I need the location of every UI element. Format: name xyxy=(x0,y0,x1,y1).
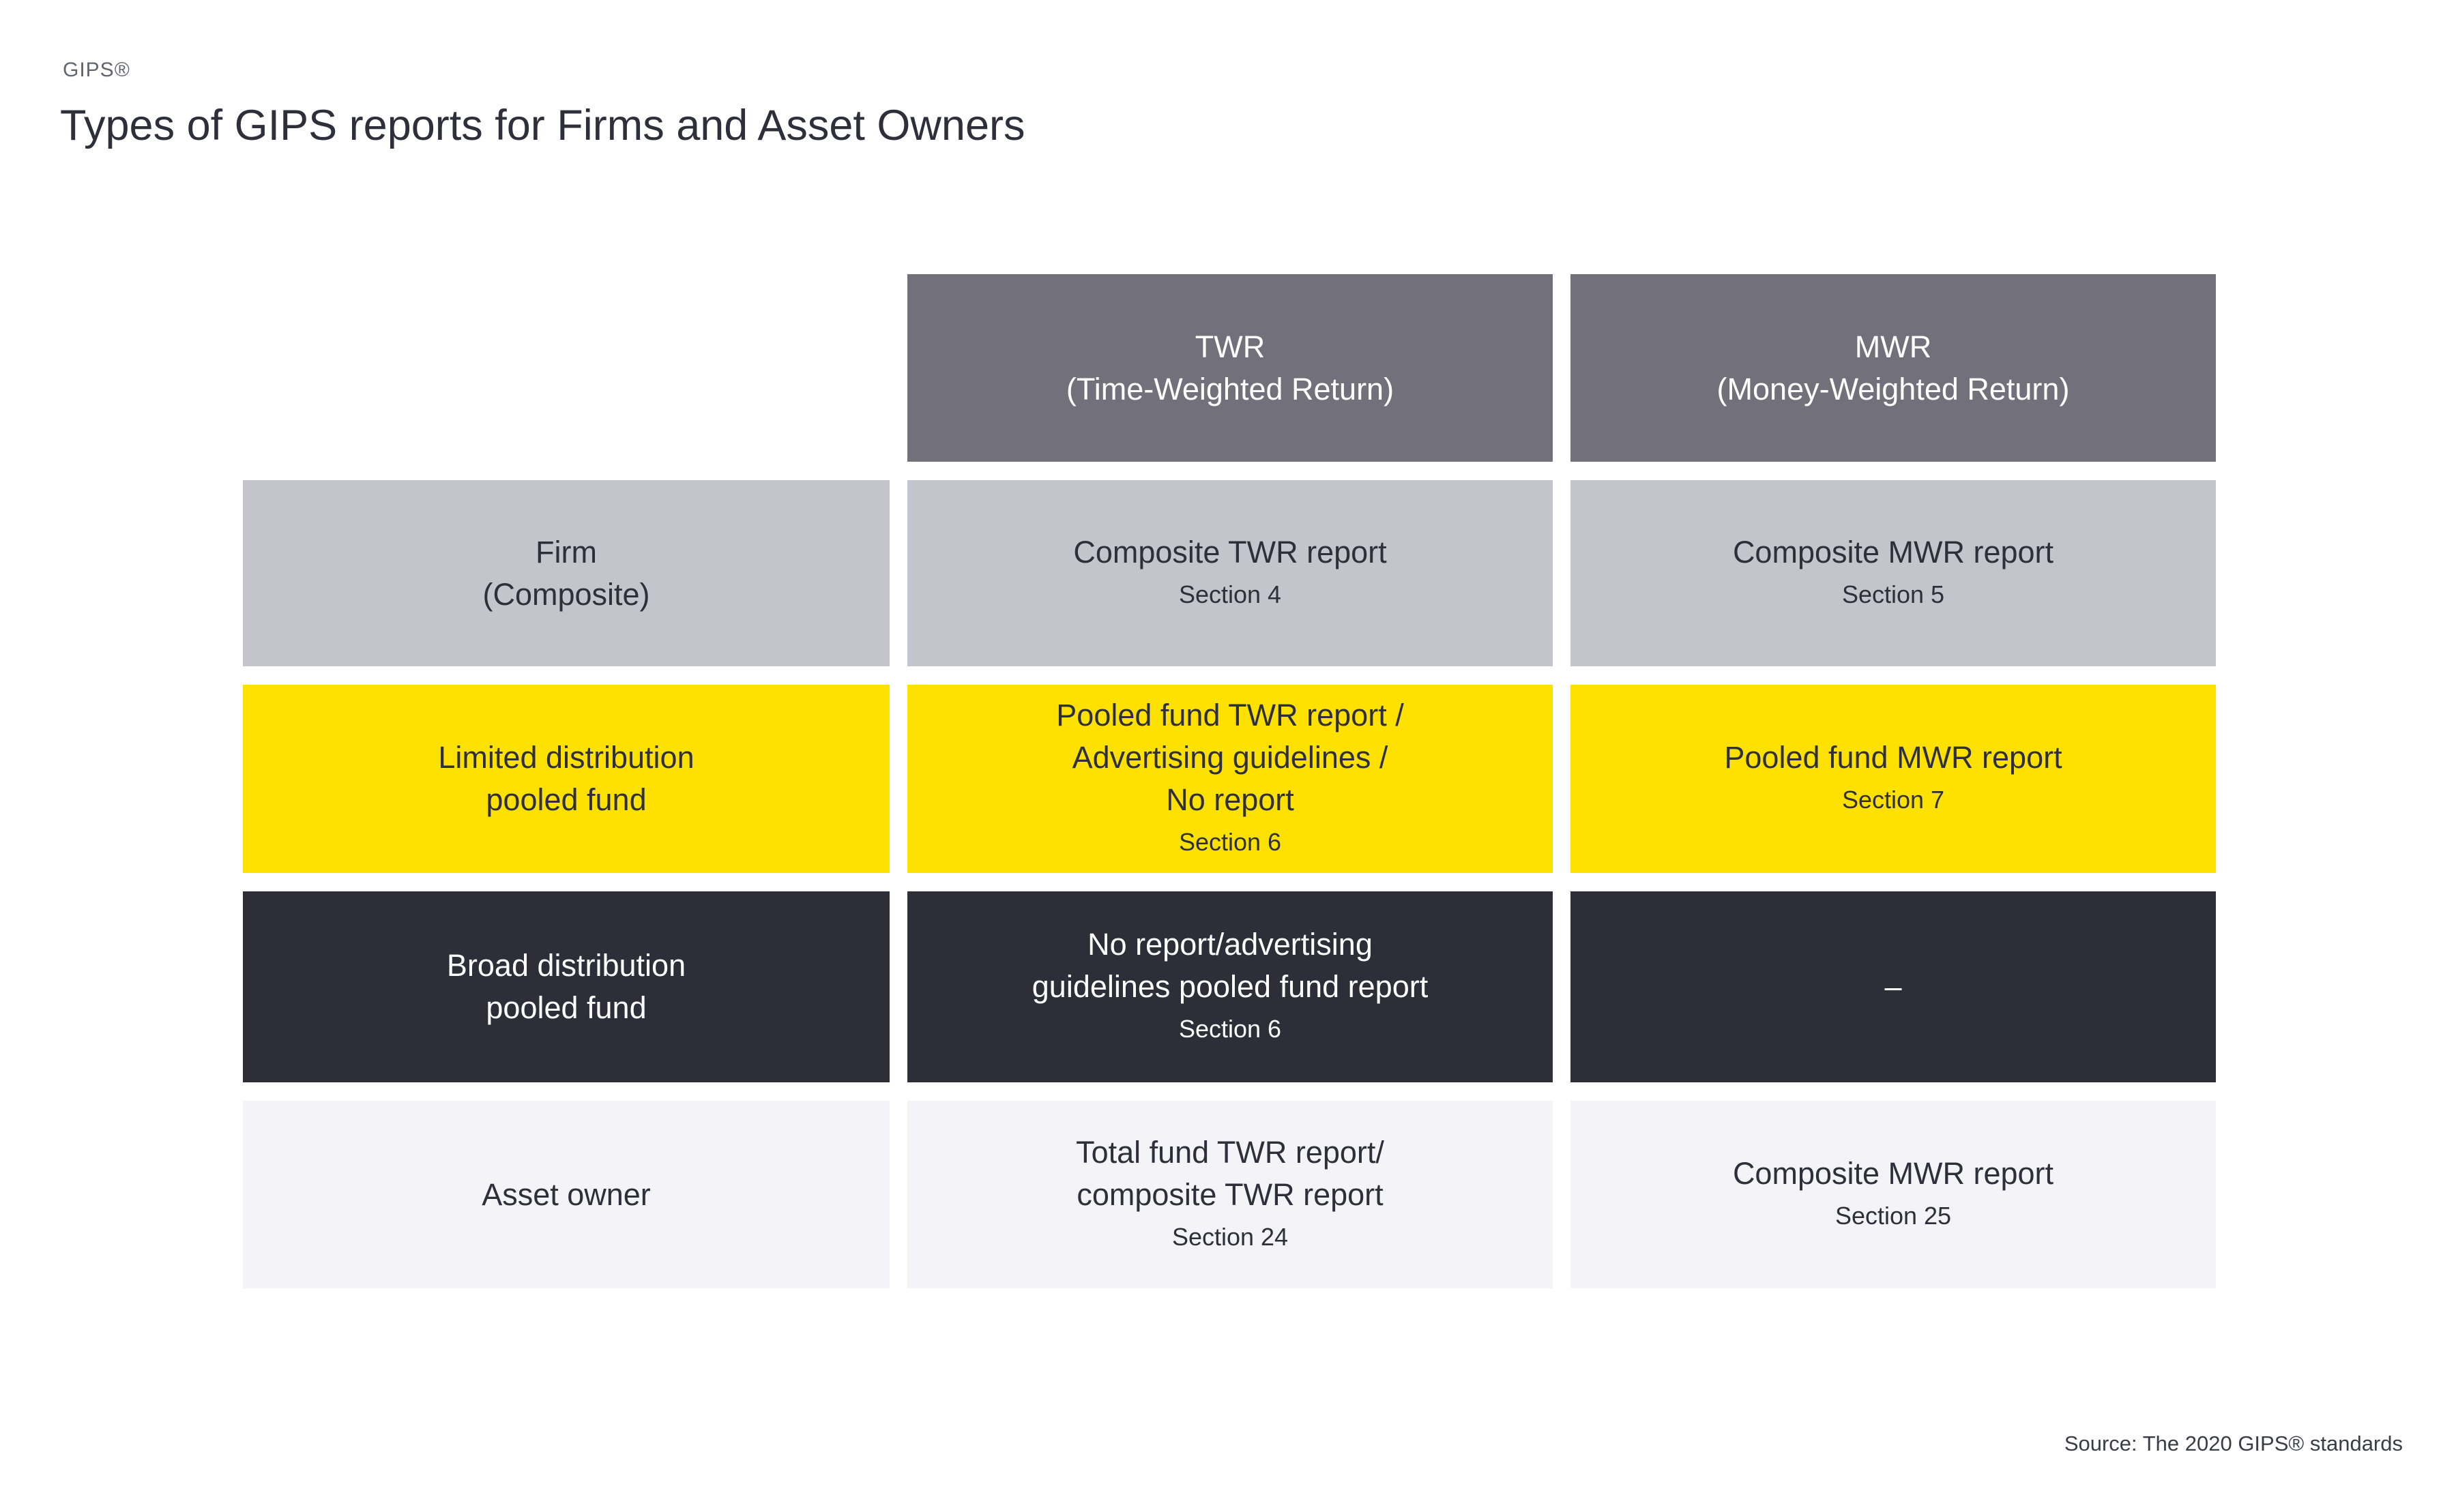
cell-limited-pooled-mwr: Pooled fund MWR report Section 7 xyxy=(1570,685,2216,873)
cell-text-line: pooled fund xyxy=(486,782,647,817)
row-label-firm-composite: Firm (Composite) xyxy=(243,480,890,666)
cell-text-line: (Composite) xyxy=(482,576,650,612)
cell-text-line: Advertising guidelines / xyxy=(1072,740,1388,775)
header-twr-full: (Time-Weighted Return) xyxy=(1066,371,1394,406)
cell-text-line: composite TWR report xyxy=(1077,1176,1384,1212)
cell-text-line: Pooled fund MWR report xyxy=(1724,740,2062,775)
cell-section-ref: Section 25 xyxy=(1834,1201,1952,1230)
cell-text-line: Broad distribution xyxy=(446,948,686,983)
header-mwr-full: (Money-Weighted Return) xyxy=(1716,371,2070,406)
cell-broad-pooled-twr: No report/advertising guidelines pooled … xyxy=(907,891,1553,1082)
cell-section-ref: Section 5 xyxy=(1841,580,1945,608)
cell-text-line: pooled fund xyxy=(486,990,647,1025)
header-cell-twr: TWR (Time-Weighted Return) xyxy=(907,274,1553,462)
cell-text-line: No report xyxy=(1166,782,1294,817)
cell-text-line: Total fund TWR report/ xyxy=(1076,1134,1384,1170)
cell-section-ref: Section 7 xyxy=(1841,786,1945,814)
gips-report-matrix: TWR (Time-Weighted Return) MWR (Money-We… xyxy=(243,274,2216,1288)
cell-limited-pooled-twr: Pooled fund TWR report / Advertising gui… xyxy=(907,685,1553,873)
cell-asset-owner-twr: Total fund TWR report/ composite TWR rep… xyxy=(907,1101,1553,1288)
header-twr-abbr: TWR xyxy=(1195,329,1266,364)
page-title: Types of GIPS reports for Firms and Asse… xyxy=(60,102,1025,149)
cell-text-line: Composite MWR report xyxy=(1732,1155,2054,1191)
row-label-limited-distribution-pooled-fund: Limited distribution pooled fund xyxy=(243,685,890,873)
cell-text-line: No report/advertising xyxy=(1087,927,1373,962)
row-label-broad-distribution-pooled-fund: Broad distribution pooled fund xyxy=(243,891,890,1082)
cell-section-ref: Section 24 xyxy=(1171,1222,1289,1251)
header-cell-empty xyxy=(243,274,890,462)
cell-section-ref: Section 6 xyxy=(1178,828,1282,856)
cell-text-line: Limited distribution xyxy=(438,740,695,775)
cell-section-ref: Section 4 xyxy=(1178,580,1282,608)
cell-text-line: Firm xyxy=(536,534,597,569)
cell-text-line: Asset owner xyxy=(482,1176,651,1212)
cell-broad-pooled-mwr: – xyxy=(1570,891,2216,1082)
cell-firm-twr: Composite TWR report Section 4 xyxy=(907,480,1553,666)
source-note: Source: The 2020 GIPS® standards xyxy=(2064,1432,2403,1455)
cell-section-ref: Section 6 xyxy=(1178,1015,1282,1043)
not-applicable-dash: – xyxy=(1884,969,1902,1004)
header-mwr-abbr: MWR xyxy=(1854,329,1932,364)
header-cell-mwr: MWR (Money-Weighted Return) xyxy=(1570,274,2216,462)
cell-text-line: guidelines pooled fund report xyxy=(1032,969,1429,1004)
row-label-asset-owner: Asset owner xyxy=(243,1101,890,1288)
cell-text-line: Pooled fund TWR report / xyxy=(1056,698,1404,732)
cell-text-line: Composite TWR report xyxy=(1073,534,1387,569)
cell-text-line: Composite MWR report xyxy=(1732,534,2054,569)
cell-firm-mwr: Composite MWR report Section 5 xyxy=(1570,480,2216,666)
cell-asset-owner-mwr: Composite MWR report Section 25 xyxy=(1570,1101,2216,1288)
brand-label: GIPS® xyxy=(63,59,130,81)
